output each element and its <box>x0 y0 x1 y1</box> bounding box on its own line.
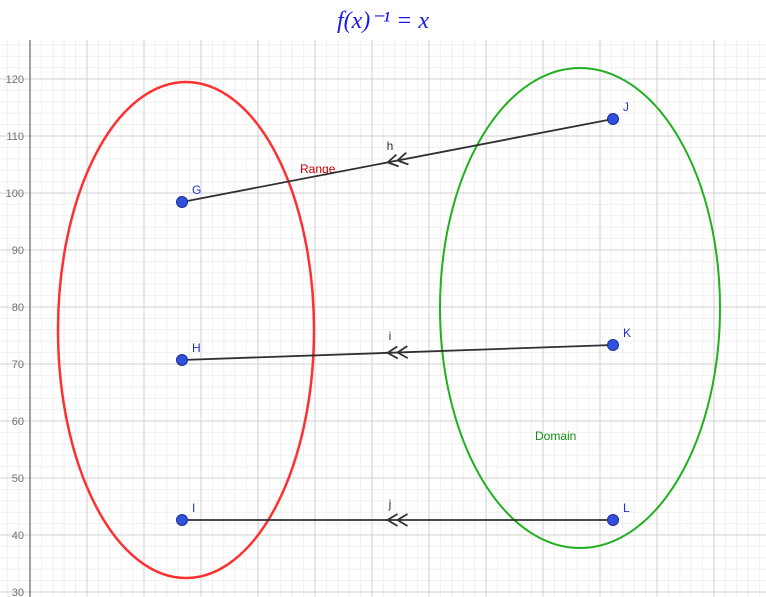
y-tick-label: 110 <box>6 131 24 143</box>
point-H <box>177 355 188 366</box>
formula-title: f(x)⁻¹ = x <box>337 6 429 35</box>
y-tick-label: 80 <box>12 302 24 314</box>
point-label-H: H <box>192 341 201 355</box>
y-tick-label: 100 <box>6 188 24 200</box>
y-tick-label: 90 <box>12 245 24 257</box>
y-tick-label: 40 <box>12 530 24 542</box>
y-tick-label: 60 <box>12 416 24 428</box>
y-tick-label: 50 <box>12 473 24 485</box>
point-label-G: G <box>192 183 201 197</box>
point-label-I: I <box>192 501 195 515</box>
arrow-label-j: j <box>388 497 392 511</box>
point-label-K: K <box>623 326 631 340</box>
diagram-canvas: 30405060708090100110120RangeDomainhijGHI… <box>0 40 766 597</box>
domain-label: Domain <box>535 429 576 443</box>
point-I <box>177 515 188 526</box>
y-tick-label: 30 <box>12 587 24 597</box>
y-tick-label: 120 <box>6 74 24 86</box>
y-tick-label: 70 <box>12 359 24 371</box>
point-L <box>608 515 619 526</box>
arrow-label-h: h <box>387 139 394 153</box>
point-J <box>608 114 619 125</box>
arrow-label-i: i <box>389 329 392 343</box>
point-label-J: J <box>623 100 629 114</box>
point-G <box>177 197 188 208</box>
point-label-L: L <box>623 501 630 515</box>
point-K <box>608 340 619 351</box>
